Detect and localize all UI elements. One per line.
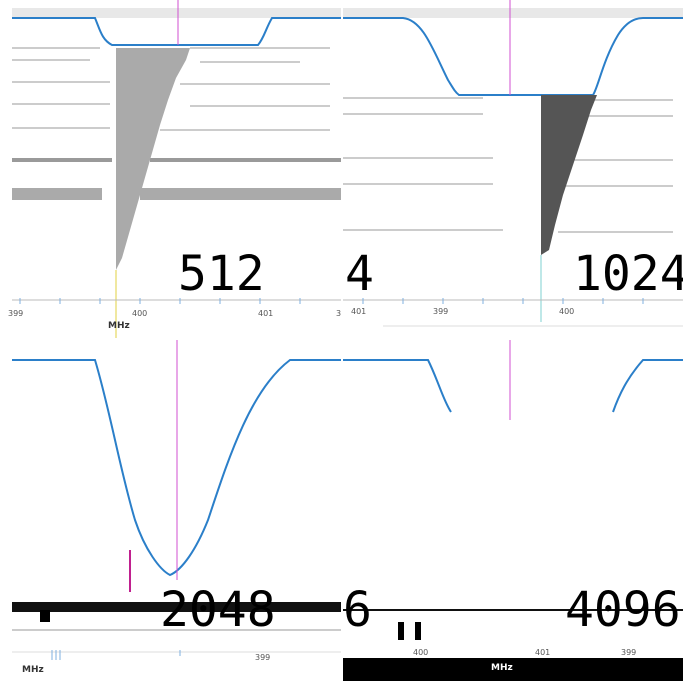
response-curve <box>12 359 341 577</box>
panel-divider <box>341 0 343 681</box>
fft-size-label: 2048 <box>160 582 276 638</box>
fft-size-label: 512 <box>178 246 265 302</box>
axis-ticks <box>51 650 181 660</box>
scan-band <box>150 158 341 162</box>
bottom-band <box>343 658 683 681</box>
spectrum-plot-4096: 400 401 399 MHz <box>343 340 683 681</box>
scan-band <box>12 158 112 162</box>
spectrum-plot-1024: 401 399 400 <box>343 0 683 327</box>
spectrum-fill <box>116 48 190 270</box>
scan-band <box>415 622 421 640</box>
scan-lines <box>12 47 330 131</box>
spectrum-plot-2048: 399 MHz <box>12 340 341 675</box>
scan-band <box>12 602 341 612</box>
unit-label: MHz <box>108 321 130 331</box>
unit-label: MHz <box>22 665 44 675</box>
scan-band <box>398 622 404 640</box>
tick-label: 399 <box>433 307 448 316</box>
scan-band <box>140 188 341 200</box>
tick-label: 3 <box>336 309 341 318</box>
tick-label: 399 <box>8 309 23 318</box>
scan-lines <box>343 97 673 233</box>
edge-fragment-label: 4 <box>345 246 374 302</box>
tick-label: 401 <box>351 307 366 316</box>
spectrum-panel-4096: 400 401 399 MHz 6 4096 <box>343 340 683 681</box>
response-curve <box>12 17 341 46</box>
axis-ticks <box>362 298 644 304</box>
tick-label: 399 <box>621 648 636 657</box>
tick-label: 399 <box>255 653 270 662</box>
top-bar <box>343 8 683 18</box>
scan-band <box>40 610 50 622</box>
edge-fragment-label: 6 <box>343 582 372 638</box>
unit-label: MHz <box>491 663 513 673</box>
spectrum-plot-512: 399 400 401 3 MHz <box>8 0 341 338</box>
tick-label: 401 <box>535 648 550 657</box>
fft-size-label: 4096 <box>565 582 681 638</box>
response-curve <box>343 17 683 96</box>
tick-label: 400 <box>132 309 147 318</box>
tick-label: 401 <box>258 309 273 318</box>
tick-label: 400 <box>559 307 574 316</box>
tick-label: 400 <box>413 648 428 657</box>
top-bar <box>12 8 341 18</box>
scan-band <box>12 188 102 200</box>
spectrum-panel-512: 399 400 401 3 MHz 512 <box>0 0 341 338</box>
response-curve <box>343 359 683 413</box>
fft-size-label: 1024 <box>573 246 683 302</box>
axis-ticks <box>19 298 301 304</box>
spectrum-panel-1024: 401 399 400 4 1024 <box>343 0 683 338</box>
spectrum-panel-2048: 399 MHz 2048 <box>0 340 341 681</box>
spectrum-fill <box>541 95 597 255</box>
